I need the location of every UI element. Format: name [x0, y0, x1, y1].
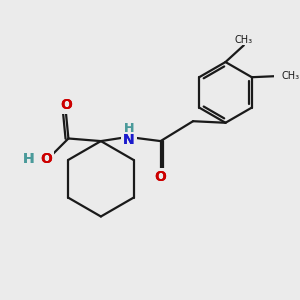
Text: O: O — [60, 98, 72, 112]
Text: H: H — [23, 152, 34, 167]
Text: CH₃: CH₃ — [235, 35, 253, 45]
Text: O: O — [60, 98, 72, 112]
Text: N: N — [123, 133, 134, 147]
Text: N: N — [123, 133, 134, 147]
Text: O: O — [154, 170, 166, 184]
Text: H: H — [23, 152, 34, 167]
Text: N: N — [123, 133, 134, 147]
Text: O: O — [40, 152, 52, 167]
Text: O: O — [154, 170, 166, 184]
Text: O: O — [40, 152, 52, 167]
Text: O: O — [60, 98, 72, 112]
Text: H: H — [123, 122, 134, 135]
Text: O: O — [40, 152, 52, 167]
Text: H: H — [23, 152, 34, 167]
Text: CH₃: CH₃ — [282, 71, 300, 81]
Text: H: H — [123, 122, 134, 135]
Text: O: O — [154, 170, 166, 184]
Text: H: H — [123, 122, 134, 135]
